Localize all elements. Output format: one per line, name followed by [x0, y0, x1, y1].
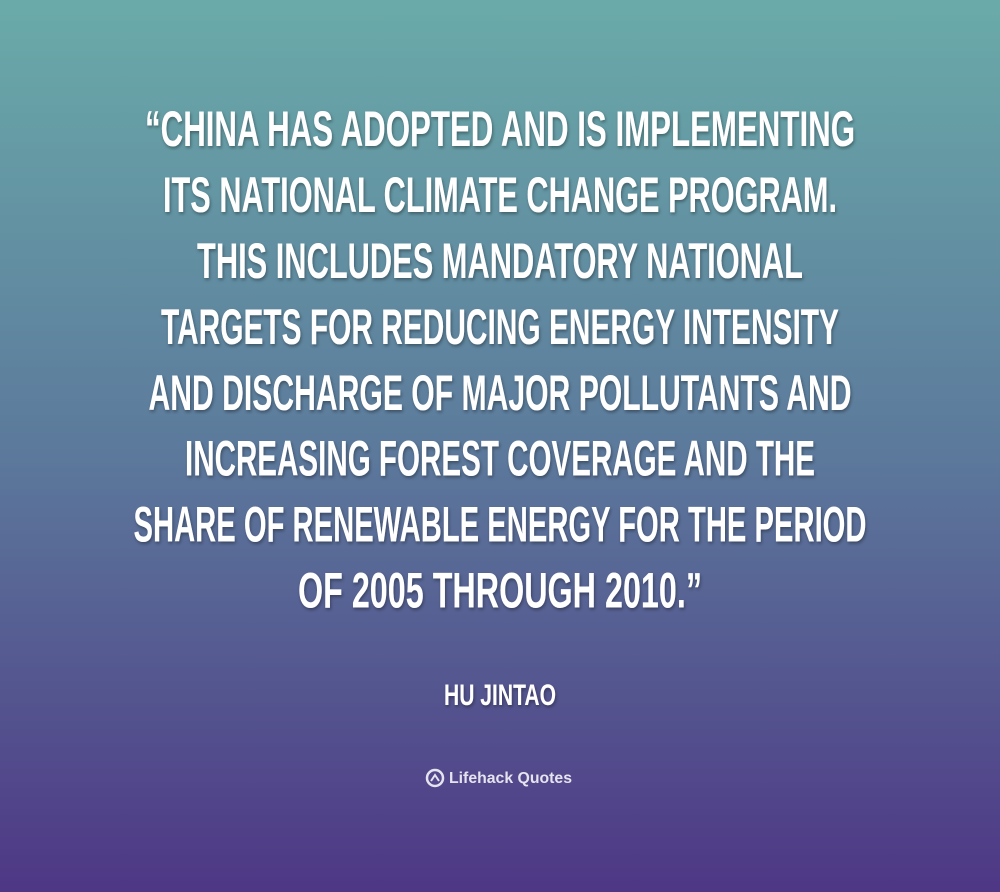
quote-line: “CHINA HAS ADOPTED AND IS IMPLEMENTING — [145, 101, 855, 157]
quote-line: INCREASING FOREST COVERAGE AND THE — [185, 431, 815, 487]
brand-name: Lifehack Quotes — [449, 770, 572, 787]
quote-line: TARGETS FOR REDUCING ENERGY INTENSITY — [161, 299, 839, 355]
quote-line: OF 2005 THROUGH 2010.” — [298, 563, 702, 619]
brand-logo: Lifehack Quotes — [425, 768, 572, 788]
quote-text: “CHINA HAS ADOPTED AND IS IMPLEMENTING IT… — [134, 101, 867, 618]
quote-line: SHARE OF RENEWABLE ENERGY FOR THE PERIOD — [134, 497, 867, 553]
brand-icon-mark — [430, 773, 440, 782]
author: HU JINTAO — [444, 679, 556, 712]
brand-icon — [425, 768, 445, 788]
quote-line: ITS NATIONAL CLIMATE CHANGE PROGRAM. — [163, 167, 837, 223]
quote-line: THIS INCLUDES MANDATORY NATIONAL — [197, 233, 803, 289]
quote-line: AND DISCHARGE OF MAJOR POLLUTANTS AND — [149, 365, 852, 421]
